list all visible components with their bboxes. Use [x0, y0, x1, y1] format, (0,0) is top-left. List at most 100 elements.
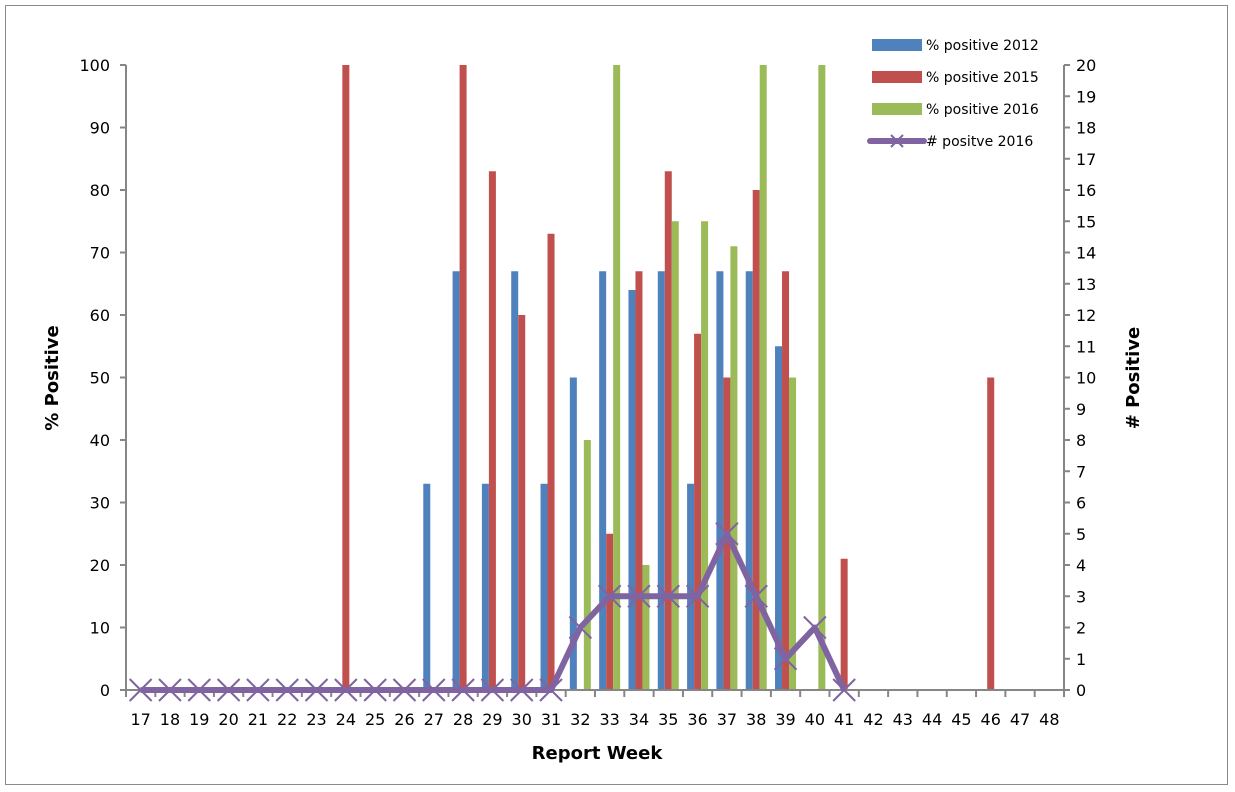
- chart-frame: [5, 5, 1228, 785]
- bar: [687, 483, 695, 690]
- y-tick-label: 20: [90, 556, 110, 575]
- x-tick-label: 21: [248, 710, 268, 729]
- x-marker-icon: [744, 584, 768, 608]
- x-marker-icon: [246, 678, 270, 702]
- bar: [599, 271, 607, 690]
- bar: [840, 558, 848, 690]
- y2-tick-label: 6: [1076, 494, 1086, 513]
- bar: [642, 565, 650, 690]
- legend: % positive 2012 % positive 2015 % positive…: [867, 38, 1039, 150]
- x-tick-label: 29: [482, 710, 502, 729]
- bar: [775, 346, 783, 690]
- y2-tick-label: 9: [1076, 400, 1086, 419]
- x-marker-icon: [363, 678, 387, 702]
- bars-group: [342, 65, 995, 690]
- y2-tick-label: 10: [1076, 369, 1096, 388]
- bar: [518, 315, 526, 690]
- bar: [547, 233, 555, 690]
- x-marker-icon: [275, 678, 299, 702]
- bar: [664, 171, 672, 690]
- x-marker-icon: [128, 678, 153, 702]
- y-tick-label: 50: [90, 369, 110, 388]
- legend-label: # positve 2016: [926, 134, 1033, 150]
- bar: [671, 221, 679, 690]
- x-tick-label: 26: [394, 710, 414, 729]
- y-tick-label: 30: [90, 494, 110, 513]
- y-axis-title: % Positive: [42, 325, 63, 430]
- y-tick-label: 80: [90, 181, 110, 200]
- y-tick-label: 60: [90, 306, 110, 325]
- legend-label: % positive 2015: [926, 70, 1039, 86]
- x-tick-label: 23: [306, 710, 326, 729]
- x-tick-label: 43: [893, 710, 913, 729]
- x-marker-icon: [597, 584, 622, 608]
- x-marker-icon: [187, 678, 211, 702]
- y2-tick-label: 17: [1076, 150, 1096, 169]
- bar: [987, 377, 995, 690]
- x-tick-label: 34: [629, 710, 649, 729]
- y2-tick-label: 2: [1076, 619, 1086, 638]
- y-tick-label: 90: [90, 119, 110, 138]
- legend-swatch: [872, 71, 922, 83]
- x-marker-icon: [715, 522, 739, 546]
- y2-axis-title: # Positive: [1123, 327, 1144, 430]
- y2-tick-label: 16: [1076, 181, 1096, 200]
- x-marker-icon: [304, 678, 329, 702]
- y-tick-label: 40: [90, 431, 110, 450]
- bar: [569, 377, 577, 690]
- y2-tick-label: 0: [1076, 681, 1086, 700]
- bar: [716, 271, 724, 690]
- x-tick-label: 40: [805, 710, 825, 729]
- y2-tick-label: 5: [1076, 525, 1086, 544]
- x-tick-label: 42: [863, 710, 883, 729]
- bar: [613, 65, 621, 690]
- x-marker-icon: [656, 584, 680, 608]
- x-tick-label: 37: [717, 710, 737, 729]
- y-tick-label: 70: [90, 244, 110, 263]
- y2-tick-label: 7: [1076, 462, 1086, 481]
- x-marker-icon: [803, 615, 827, 640]
- bar: [701, 221, 709, 690]
- x-tick-label: 41: [834, 710, 854, 729]
- x-marker-icon: [216, 678, 241, 702]
- x-marker-icon: [685, 584, 710, 608]
- bar: [488, 171, 496, 690]
- bar: [818, 65, 826, 690]
- y-tick-label: 100: [79, 56, 110, 75]
- x-marker-icon: [480, 678, 505, 702]
- x-tick-label: 24: [336, 710, 356, 729]
- x-tick-label: 17: [130, 710, 150, 729]
- legend-swatch: [872, 103, 922, 115]
- y2-tick-label: 18: [1076, 119, 1096, 138]
- y2-tick-label: 4: [1076, 556, 1086, 575]
- y2-tick-label: 14: [1076, 244, 1096, 263]
- x-tick-label: 28: [453, 710, 473, 729]
- x-tick-label: 27: [424, 710, 444, 729]
- x-marker-icon: [392, 678, 417, 702]
- y2-tick-label: 20: [1076, 56, 1096, 75]
- x-tick-label: 20: [218, 710, 238, 729]
- x-tick-label: 36: [687, 710, 707, 729]
- x-marker-icon: [451, 678, 475, 702]
- x-tick-label: 19: [189, 710, 209, 729]
- y2-tick-label: 15: [1076, 212, 1096, 231]
- x-tick-label: 47: [1010, 710, 1030, 729]
- x-tick-label: 22: [277, 710, 297, 729]
- x-tick-label: 31: [541, 710, 561, 729]
- x-marker-icon: [422, 678, 446, 702]
- x-marker-icon: [832, 678, 856, 702]
- legend-label: % positive 2012: [926, 38, 1039, 54]
- bar: [759, 65, 767, 690]
- x-tick-label: 35: [658, 710, 678, 729]
- y2-tick-label: 13: [1076, 275, 1096, 294]
- y2-tick-label: 8: [1076, 431, 1086, 450]
- bar: [628, 290, 636, 690]
- x-tick-label: 48: [1039, 710, 1059, 729]
- legend-label: % positive 2016: [926, 102, 1039, 118]
- x-tick-label: 46: [981, 710, 1001, 729]
- bar: [730, 246, 738, 690]
- x-tick-label: 38: [746, 710, 766, 729]
- x-marker-icon: [334, 678, 358, 702]
- bar: [606, 533, 614, 690]
